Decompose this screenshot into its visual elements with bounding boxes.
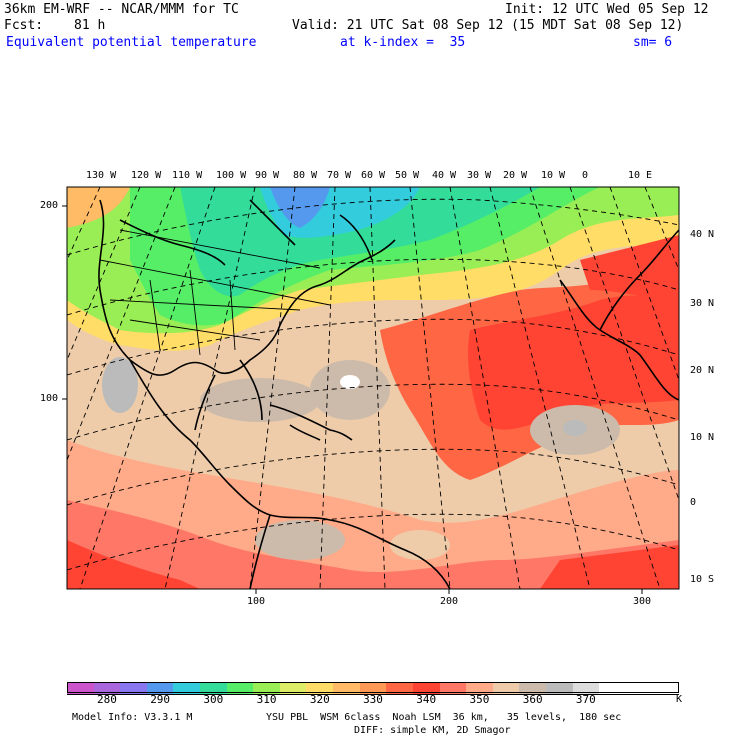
init-time: Init: 12 UTC Wed 05 Sep 12 (505, 2, 709, 17)
field-name: Equivalent potential temperature (6, 35, 257, 50)
latitude-label: 10 N (690, 432, 715, 443)
grid-tick-bottom-200: 200 (440, 596, 459, 607)
color-scale-label: 300 (203, 693, 224, 706)
grid-tick-bottom-300: 300 (633, 596, 652, 607)
color-scale-label: 280 (96, 693, 117, 706)
political-boundaries (99, 229, 331, 356)
color-scale-label: 340 (416, 693, 437, 706)
longitude-label: 120 W (131, 170, 162, 181)
longitude-label: 60 W (361, 170, 386, 181)
color-scale-label: 360 (522, 693, 543, 706)
color-scale-frame (67, 682, 679, 693)
latitude-label: 10 S (690, 574, 715, 585)
latitude-label: 40 N (690, 229, 715, 240)
color-scale-unit: K (676, 694, 683, 705)
map-frame (66, 186, 680, 590)
longitude-label: 30 W (467, 170, 492, 181)
color-scale-label: 330 (363, 693, 383, 706)
smoothing-info: sm= 6 (633, 35, 673, 50)
forecast-hours: 81 h (74, 18, 106, 33)
level-info: at k-index = 35 (340, 35, 466, 50)
color-scale-label: 310 (256, 693, 277, 706)
longitude-label: 90 W (255, 170, 280, 181)
longitude-label: 70 W (327, 170, 352, 181)
grid-tick-bottom-100: 100 (247, 596, 266, 607)
model-title: 36km EM-WRF -- NCAR/MMM for TC (4, 2, 239, 17)
color-scale-label: 320 (309, 693, 330, 706)
longitude-label: 10 W (541, 170, 566, 181)
coastlines (98, 199, 679, 589)
longitude-label: 110 W (172, 170, 203, 181)
longitude-label: 40 W (432, 170, 457, 181)
grid-tick-left-100: 100 (40, 393, 59, 404)
color-scale-label: 290 (150, 693, 171, 706)
valid-time: Valid: 21 UTC Sat 08 Sep 12 (15 MDT Sat … (292, 18, 684, 33)
longitude-label: 130 W (86, 170, 117, 181)
longitude-label: 50 W (395, 170, 420, 181)
longitude-label: 0 (582, 170, 589, 181)
latitude-label: 0 (690, 497, 697, 508)
longitude-label: 20 W (503, 170, 528, 181)
latitude-label: 20 N (690, 365, 715, 376)
longitude-label: 100 W (216, 170, 247, 181)
physics-info: YSU PBL WSM 6class Noah LSM 36 km, 35 le… (266, 712, 622, 723)
forecast-label: Fcst: (4, 18, 44, 33)
diffusion-info: DIFF: simple KM, 2D Smagor (354, 725, 511, 736)
model-info: Model Info: V3.3.1 M (72, 712, 193, 723)
color-scale-label: 370 (575, 693, 596, 706)
latitude-label: 30 N (690, 298, 715, 309)
color-scale-label: 350 (469, 693, 490, 706)
grid-tick-left-200: 200 (40, 200, 59, 211)
lat-lon-grid (67, 187, 679, 589)
longitude-label: 10 E (628, 170, 653, 181)
longitude-label: 80 W (293, 170, 318, 181)
